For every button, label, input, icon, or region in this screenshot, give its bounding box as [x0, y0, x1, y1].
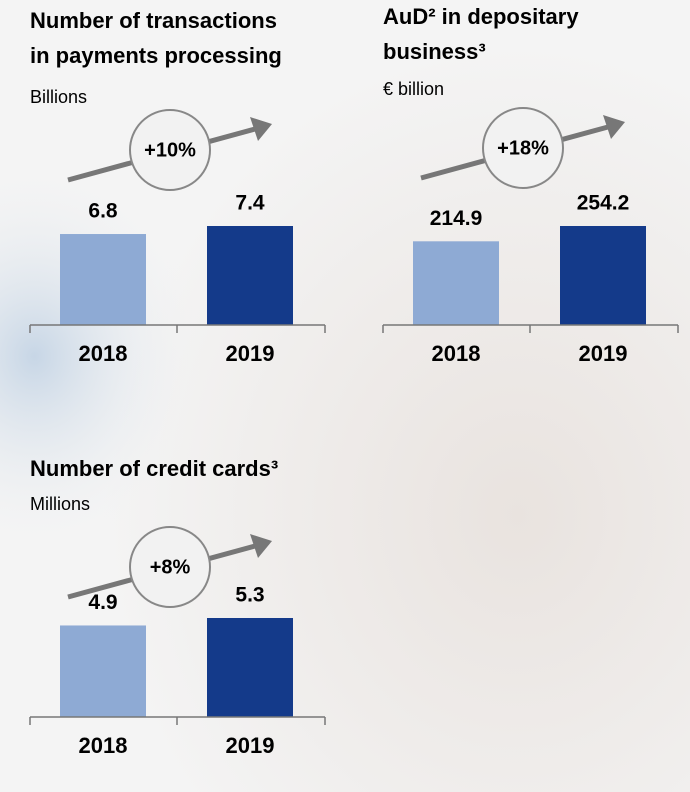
chart: Number of transactions in payments proces… [0, 0, 690, 792]
x-tick-label: 2019 [226, 341, 275, 366]
value-label: 214.9 [430, 207, 483, 230]
bar [60, 234, 146, 325]
growth-label: +8% [150, 556, 191, 578]
x-tick-label: 2019 [226, 733, 275, 758]
bar [207, 226, 293, 325]
value-label: 5.3 [235, 584, 264, 607]
chart-title: business³ [383, 39, 486, 64]
x-tick-label: 2018 [79, 733, 128, 758]
value-label: 254.2 [577, 192, 630, 215]
bar [413, 241, 499, 325]
chart-title: Number of credit cards³ [30, 456, 278, 481]
value-label: 7.4 [235, 192, 265, 215]
chart-subtitle: € billion [383, 79, 444, 99]
bar [207, 618, 293, 717]
chart-title: in payments processing [30, 43, 282, 68]
x-tick-label: 2018 [432, 341, 481, 366]
chart-title: AuD² in depositary [383, 4, 579, 29]
x-tick-label: 2019 [579, 341, 628, 366]
chart-subtitle: Billions [30, 87, 87, 107]
growth-label: +10% [144, 139, 196, 161]
growth-label: +18% [497, 137, 549, 159]
x-tick-label: 2018 [79, 341, 128, 366]
value-label: 6.8 [88, 200, 118, 223]
chart-title: Number of transactions [30, 8, 277, 33]
page: {"chart_data": [ {"type": "bar", "title"… [0, 0, 690, 792]
value-label: 4.9 [88, 591, 117, 614]
bar [60, 625, 146, 717]
bar [560, 226, 646, 325]
chart-subtitle: Millions [30, 494, 90, 514]
